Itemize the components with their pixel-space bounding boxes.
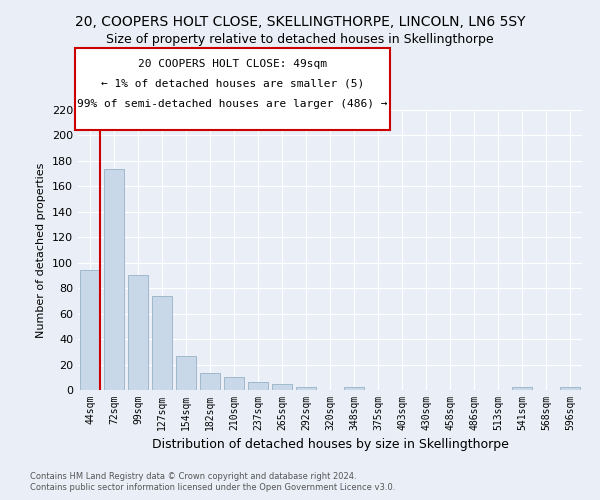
Bar [296,388,316,390]
Bar [344,388,364,390]
Bar [512,388,532,390]
Bar [248,382,268,390]
Bar [80,270,100,390]
Text: 99% of semi-detached houses are larger (486) →: 99% of semi-detached houses are larger (… [77,99,388,109]
Bar [560,388,580,390]
Y-axis label: Number of detached properties: Number of detached properties [37,162,46,338]
Text: 20, COOPERS HOLT CLOSE, SKELLINGTHORPE, LINCOLN, LN6 5SY: 20, COOPERS HOLT CLOSE, SKELLINGTHORPE, … [75,15,525,29]
Bar [272,384,292,390]
Text: Size of property relative to detached houses in Skellingthorpe: Size of property relative to detached ho… [106,32,494,46]
Bar [224,378,244,390]
Text: 20 COOPERS HOLT CLOSE: 49sqm: 20 COOPERS HOLT CLOSE: 49sqm [138,59,327,69]
Text: Contains public sector information licensed under the Open Government Licence v3: Contains public sector information licen… [30,484,395,492]
Bar [104,168,124,390]
Bar [176,356,196,390]
Bar [128,276,148,390]
X-axis label: Distribution of detached houses by size in Skellingthorpe: Distribution of detached houses by size … [152,438,508,452]
Text: Contains HM Land Registry data © Crown copyright and database right 2024.: Contains HM Land Registry data © Crown c… [30,472,356,481]
Bar [200,374,220,390]
Bar [152,296,172,390]
Text: ← 1% of detached houses are smaller (5): ← 1% of detached houses are smaller (5) [101,79,364,89]
